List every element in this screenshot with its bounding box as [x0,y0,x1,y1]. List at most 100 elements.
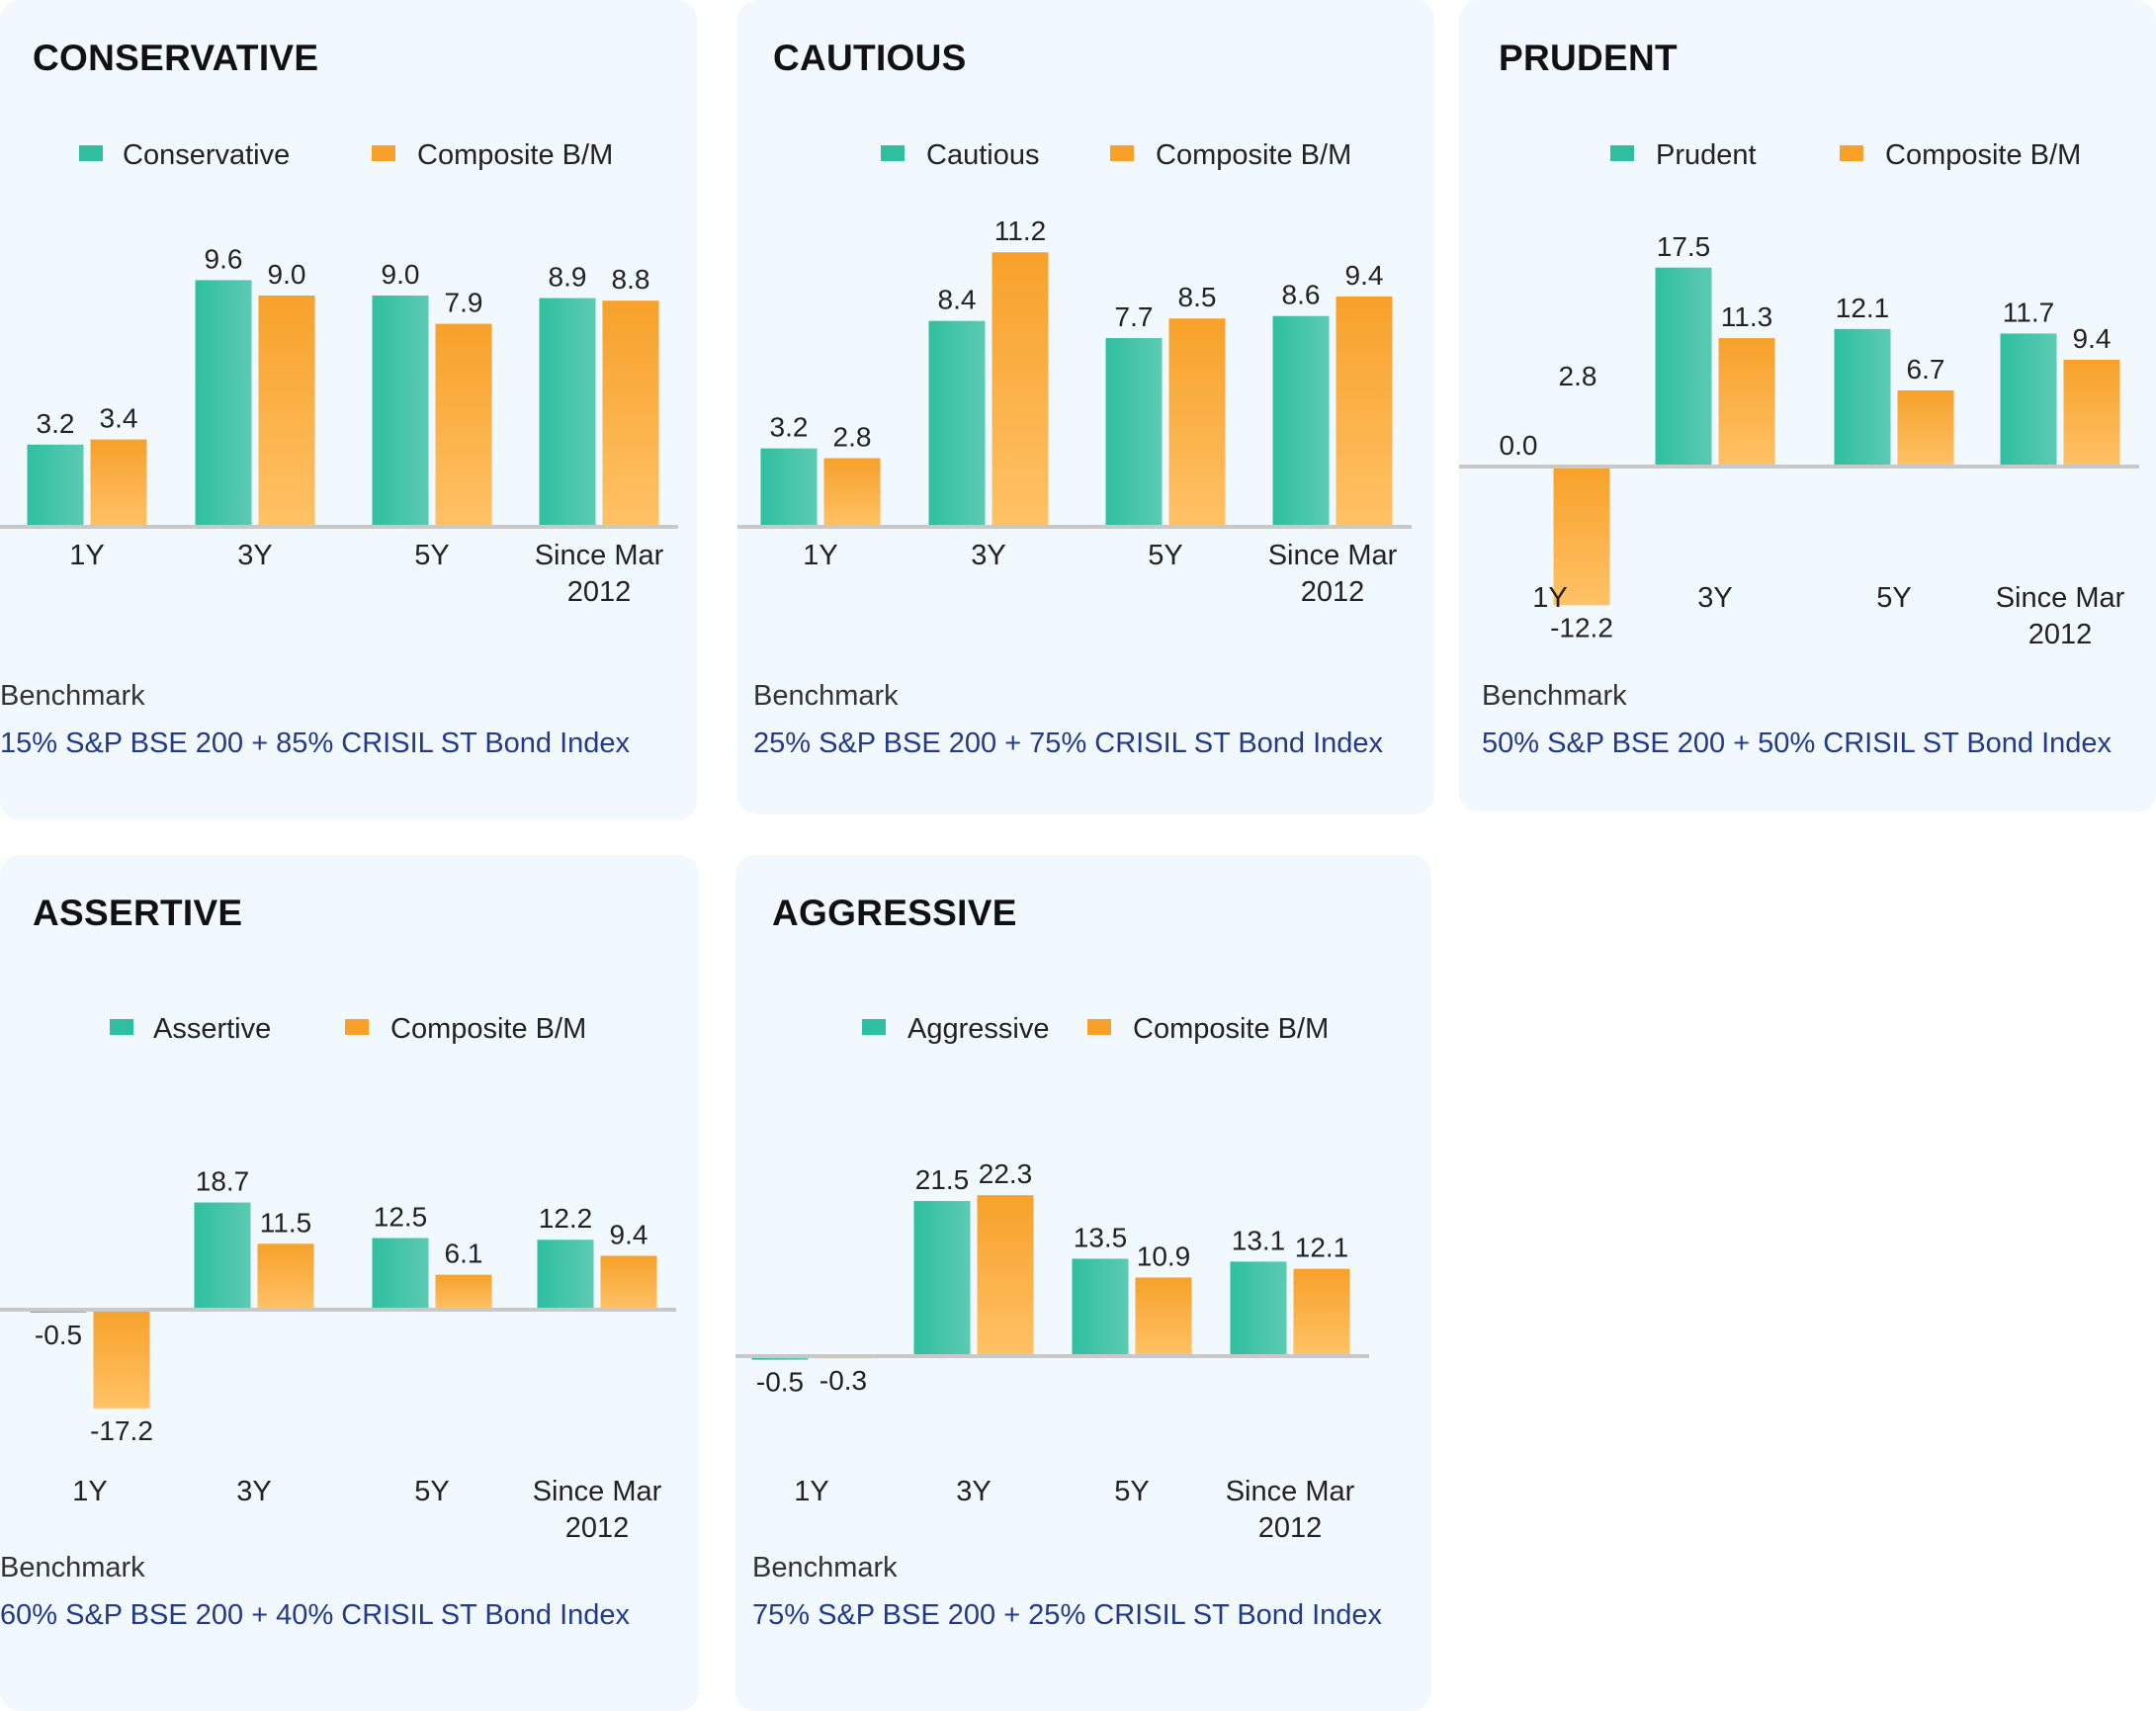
card-title: AGGRESSIVE [772,893,1017,933]
category-label: 1Y [72,1476,107,1507]
bar [435,1274,492,1310]
data-label: 3.2 [770,412,809,443]
bar [1135,1277,1192,1356]
category-label: Since Mar [1226,1476,1355,1507]
data-label: 12.5 [374,1202,428,1233]
bar [1293,1268,1350,1356]
data-label: 7.9 [445,288,483,318]
bar [760,448,818,527]
category-label: 2012 [2028,619,2093,650]
category-label: 2012 [567,576,632,608]
category-label: 5Y [414,540,449,571]
card-assertive: ASSERTIVE Assertive Composite B/M -0.5 -17.… [0,855,699,1711]
legend-label: Prudent [1656,139,1757,171]
bar [537,1240,594,1310]
data-label: -17.2 [90,1415,153,1446]
data-label: 7.7 [1115,301,1154,332]
category-label: 2012 [565,1512,630,1544]
category-label: 1Y [794,1476,828,1507]
bar [992,252,1049,528]
legend-swatch [79,145,103,161]
bar [1897,389,1954,467]
bar [539,298,596,527]
data-label: 10.9 [1137,1240,1191,1271]
legend-swatch [345,1019,369,1035]
category-label: 3Y [236,1476,271,1507]
legend-label: Assertive [153,1013,271,1045]
category-label: 5Y [1876,582,1911,614]
category-label: 5Y [1148,540,1182,571]
data-label: 11.2 [994,215,1046,246]
bar [1655,267,1712,467]
legend-label: Composite B/M [417,139,613,171]
benchmark-text: 25% S&P BSE 200 + 75% CRISIL ST Bond Ind… [753,727,1384,759]
data-label: 9.4 [2073,323,2112,354]
bar [194,1202,251,1310]
legend-label: Aggressive [907,1013,1049,1045]
data-label: 9.6 [205,243,243,274]
bar [1230,1261,1287,1356]
legend-label: Composite B/M [390,1013,586,1045]
legend-swatch [1610,145,1634,161]
legend-swatch [372,145,395,161]
category-label: 1Y [803,540,837,571]
card-aggressive: AGGRESSIVE Aggressive Composite B/M -0.5 -0… [735,855,1431,1711]
data-label: 11.5 [260,1207,311,1238]
data-label: 13.1 [1232,1225,1286,1255]
card-title: PRUDENT [1499,38,1678,78]
card-conservative: CONSERVATIVE Conservative Composite B/M 3.… [0,0,697,820]
legend-label: Composite B/M [1156,139,1351,171]
data-label: 18.7 [196,1166,250,1197]
data-label: 8.9 [549,262,587,293]
bar [913,1201,971,1356]
bar [372,1238,429,1310]
bar [823,458,881,527]
data-label: 9.0 [382,259,420,290]
category-label: 3Y [971,540,1005,571]
legend-label: Composite B/M [1885,139,2081,171]
category-label: 2012 [1258,1512,1323,1544]
benchmark-label: Benchmark [753,680,899,712]
bar-chart-aggressive: Aggressive Composite B/M -0.5 -0.3 1Y 21.5 22.… [735,1013,1369,1544]
legend-swatch [110,1019,133,1035]
data-label: 0.0 [1500,430,1538,461]
data-label: 17.5 [1657,231,1711,262]
bar [1105,338,1163,527]
bar-chart-cautious: Cautious Composite B/M 3.2 2.8 1Y 8.4 11.2 3Y 7.… [737,139,1412,608]
benchmark-text: 50% S&P BSE 200 + 50% CRISIL ST Bond Ind… [1482,727,2113,759]
legend-label: Cautious [926,139,1039,171]
data-label: 6.1 [445,1239,483,1269]
benchmark-label: Benchmark [1482,680,1627,712]
data-label: 12.1 [1295,1233,1349,1263]
category-label: Since Mar [533,1476,662,1507]
legend-swatch [1087,1019,1111,1035]
data-label: 11.7 [2003,297,2054,327]
bar [93,1310,150,1409]
bar-chart-assertive: Assertive Composite B/M -0.5 -17.2 1Y 18.7 11.… [0,1013,676,1544]
annotation-label: 2.8 [1559,361,1597,391]
bar-chart-conservative: Conservative Composite B/M 3.2 3.4 1Y 9.6 9.0 3… [0,139,678,608]
bar [2063,359,2120,467]
bar [258,296,315,527]
data-label: -0.5 [35,1320,82,1350]
data-label: 22.3 [979,1158,1033,1189]
benchmark-label: Benchmark [0,1552,145,1583]
card-cautious: CAUTIOUS Cautious Composite B/M 3.2 2.8 1Y 8.… [737,0,1434,814]
data-label: 3.2 [37,408,75,439]
category-label: Since Mar [1268,540,1398,571]
legend-swatch [1110,145,1134,161]
data-label: 9.0 [268,259,306,290]
benchmark-label: Benchmark [752,1552,898,1583]
bar [1718,338,1775,467]
legend-swatch [1840,145,1863,161]
card-prudent: PRUDENT Prudent Composite B/M 0.0 -12.2 1Y 17… [1459,0,2156,813]
category-label: Since Mar [1996,582,2125,614]
category-label: 3Y [1697,582,1732,614]
data-label: -0.5 [756,1367,804,1398]
bar [27,444,84,527]
card-title: ASSERTIVE [33,893,243,933]
benchmark-text: 75% S&P BSE 200 + 25% CRISIL ST Bond Ind… [752,1599,1383,1631]
data-label: 8.6 [1282,280,1321,310]
bar-chart-prudent: Prudent Composite B/M 0.0 -12.21Y 17.5 11.3 3Y… [1459,139,2139,650]
bar [2000,333,2057,467]
